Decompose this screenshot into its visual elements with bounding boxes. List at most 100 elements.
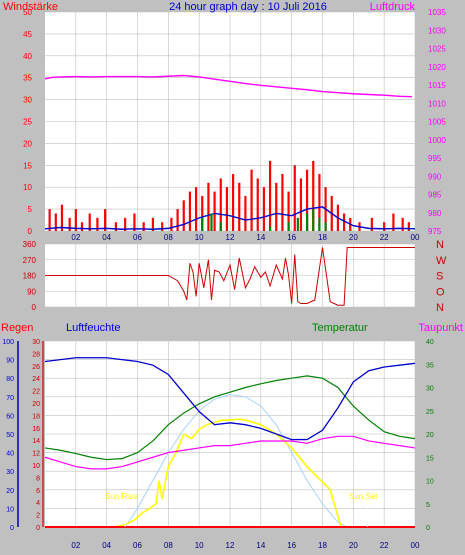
temperature-label: Temperatur bbox=[312, 322, 368, 334]
time-tick-label: 10 bbox=[195, 233, 204, 242]
pressure-tick-label: 1035 bbox=[428, 8, 446, 17]
rain-label: Regen bbox=[1, 322, 33, 334]
direction-tick-label: 90 bbox=[27, 287, 36, 296]
temperature-tick-label: 40 bbox=[426, 339, 434, 346]
temperature-tick-label: 25 bbox=[426, 409, 434, 416]
pressure-tick-label: 980 bbox=[428, 209, 442, 218]
rain-tick-label: 2 bbox=[36, 513, 40, 520]
time-tick-label: 20 bbox=[349, 541, 358, 550]
temperature-tick-label: 10 bbox=[426, 479, 434, 486]
time-tick-label: 00 bbox=[411, 233, 420, 242]
time-tick-label: 18 bbox=[318, 233, 327, 242]
time-tick-label: 20 bbox=[349, 233, 358, 242]
rain-tick-label: 8 bbox=[36, 475, 40, 482]
rain-tick-label: 6 bbox=[36, 488, 40, 495]
humidity-tick-label: 40 bbox=[6, 451, 14, 458]
time-tick-label: 04 bbox=[102, 541, 111, 550]
wind-tick-label: 40 bbox=[23, 52, 32, 61]
direction-tick-label: 0 bbox=[32, 303, 37, 312]
temperature-tick-label: 5 bbox=[426, 502, 430, 509]
wind-avg-line bbox=[44, 206, 416, 230]
time-tick-label: 14 bbox=[256, 233, 265, 242]
compass-label: W bbox=[436, 255, 447, 267]
humidity-tick-label: 90 bbox=[6, 358, 14, 365]
compass-label: N bbox=[436, 302, 444, 314]
direction-tick-label: 360 bbox=[23, 240, 37, 249]
temperature-tick-label: 35 bbox=[426, 362, 434, 369]
humidity-tick-label: 70 bbox=[6, 395, 14, 402]
pressure-line bbox=[44, 74, 412, 98]
time-tick-label: 14 bbox=[256, 541, 265, 550]
humidity-temperature-tick-labels: 0102030405060708090100024681012141618202… bbox=[2, 339, 434, 550]
humidity-tick-label: 60 bbox=[6, 413, 14, 420]
temperature-tick-label: 20 bbox=[426, 432, 434, 439]
compass-label: S bbox=[436, 271, 443, 283]
wind-tick-label: 50 bbox=[23, 8, 32, 17]
time-tick-label: 02 bbox=[71, 233, 80, 242]
time-tick-label: 06 bbox=[133, 541, 142, 550]
humidity-tick-label: 30 bbox=[6, 469, 14, 476]
time-tick-label: 22 bbox=[380, 233, 389, 242]
pressure-tick-label: 990 bbox=[428, 172, 442, 181]
rain-tick-label: 10 bbox=[32, 463, 40, 470]
pressure-tick-label: 975 bbox=[428, 227, 442, 236]
wind-tick-label: 10 bbox=[23, 183, 32, 192]
humidity-temperature-grid bbox=[17, 340, 416, 528]
wind-tick-label: 15 bbox=[23, 161, 32, 170]
time-tick-label: 16 bbox=[287, 233, 296, 242]
time-tick-label: 22 bbox=[380, 541, 389, 550]
rain-tick-label: 16 bbox=[32, 426, 40, 433]
pressure-tick-label: 995 bbox=[428, 154, 442, 163]
rain-tick-label: 18 bbox=[32, 413, 40, 420]
time-tick-label: 16 bbox=[287, 541, 296, 550]
wind-pressure-grid bbox=[45, 11, 416, 232]
wind-tick-label: 0 bbox=[28, 227, 33, 236]
direction-tick-label: 180 bbox=[23, 272, 37, 281]
wind-tick-label: 35 bbox=[23, 74, 32, 83]
rain-tick-label: 0 bbox=[36, 525, 40, 532]
pressure-tick-label: 1025 bbox=[428, 45, 446, 54]
pressure-axis-label: Luftdruck bbox=[370, 1, 416, 13]
humidity-temperature-series bbox=[44, 357, 416, 528]
wind-tick-label: 20 bbox=[23, 139, 32, 148]
time-tick-label: 12 bbox=[226, 233, 235, 242]
time-tick-label: 12 bbox=[226, 541, 235, 550]
pressure-tick-label: 985 bbox=[428, 191, 442, 200]
temperature-tick-label: 15 bbox=[426, 455, 434, 462]
chart-title: 24 hour graph day : 10 Juli 2016 bbox=[169, 1, 327, 13]
rain-tick-label: 30 bbox=[32, 339, 40, 346]
time-tick-label: 18 bbox=[318, 541, 327, 550]
time-tick-label: 00 bbox=[411, 541, 420, 550]
rain-tick-label: 26 bbox=[32, 364, 40, 371]
wind-pressure-tick-labels: 0510152025303540455097598098599099510001… bbox=[23, 8, 446, 242]
dewpoint-line bbox=[44, 435, 416, 470]
compass-label: O bbox=[436, 286, 445, 298]
rain-tick-label: 28 bbox=[32, 351, 40, 358]
rain-tick-label: 14 bbox=[32, 438, 40, 445]
rain-tick-label: 4 bbox=[36, 500, 40, 507]
humidity-line bbox=[44, 357, 416, 441]
humidity-tick-label: 20 bbox=[6, 488, 14, 495]
temperature-line bbox=[44, 375, 416, 461]
sunset-label: Sun Set bbox=[349, 492, 378, 501]
solar-line bbox=[45, 418, 415, 528]
time-tick-label: 02 bbox=[71, 541, 80, 550]
wind-pressure-series bbox=[44, 74, 416, 231]
time-tick-label: 06 bbox=[133, 233, 142, 242]
humidity-label: Luftfeuchte bbox=[66, 322, 120, 334]
wind-axis-label: Windstärke bbox=[3, 1, 58, 13]
dewpoint-label: Taupunkt bbox=[418, 322, 463, 334]
pressure-tick-label: 1030 bbox=[428, 26, 446, 35]
temperature-tick-label: 30 bbox=[426, 386, 434, 393]
wind-tick-label: 5 bbox=[28, 205, 33, 214]
rain-tick-label: 20 bbox=[32, 401, 40, 408]
pressure-tick-label: 1000 bbox=[428, 136, 446, 145]
wind-tick-label: 30 bbox=[23, 96, 32, 105]
humidity-tick-label: 50 bbox=[6, 432, 14, 439]
humidity-tick-label: 0 bbox=[10, 525, 14, 532]
time-tick-label: 08 bbox=[164, 541, 173, 550]
humidity-tick-label: 100 bbox=[2, 339, 14, 346]
pressure-tick-label: 1010 bbox=[428, 99, 446, 108]
